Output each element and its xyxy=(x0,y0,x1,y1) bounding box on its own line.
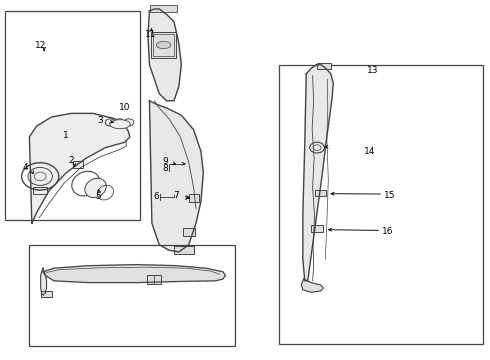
Ellipse shape xyxy=(156,41,171,49)
Text: 3: 3 xyxy=(98,116,103,125)
Text: 12: 12 xyxy=(34,40,46,49)
Bar xyxy=(5,11,140,220)
Text: 7: 7 xyxy=(173,191,179,200)
Polygon shape xyxy=(303,65,333,281)
Polygon shape xyxy=(41,268,47,295)
Bar xyxy=(33,187,47,194)
Bar xyxy=(315,190,326,196)
Polygon shape xyxy=(43,265,225,283)
Bar xyxy=(279,65,483,344)
Bar xyxy=(317,63,331,69)
Bar xyxy=(153,34,174,56)
Text: 8: 8 xyxy=(162,164,168,173)
Ellipse shape xyxy=(110,120,130,129)
Bar xyxy=(73,161,83,168)
Text: 9: 9 xyxy=(162,157,168,166)
Polygon shape xyxy=(148,9,181,101)
Bar xyxy=(311,225,323,232)
Polygon shape xyxy=(29,113,130,223)
Bar xyxy=(41,291,52,297)
Bar xyxy=(147,275,161,284)
Ellipse shape xyxy=(85,178,106,198)
Polygon shape xyxy=(149,101,203,252)
Text: 2: 2 xyxy=(68,156,74,165)
Text: 6: 6 xyxy=(153,192,159,201)
Bar xyxy=(150,5,177,12)
Bar xyxy=(29,245,235,346)
Bar xyxy=(151,32,176,58)
Text: 1: 1 xyxy=(63,130,69,139)
Text: 5: 5 xyxy=(95,192,101,201)
Bar xyxy=(174,246,194,254)
Text: 4: 4 xyxy=(23,163,28,172)
Text: 16: 16 xyxy=(382,227,394,236)
Bar xyxy=(189,194,199,202)
Bar xyxy=(183,228,195,236)
Polygon shape xyxy=(301,279,323,292)
Text: 11: 11 xyxy=(145,30,157,39)
Text: 14: 14 xyxy=(364,148,376,156)
Text: 13: 13 xyxy=(367,66,378,75)
Text: 15: 15 xyxy=(384,191,395,199)
Text: 10: 10 xyxy=(119,103,131,112)
